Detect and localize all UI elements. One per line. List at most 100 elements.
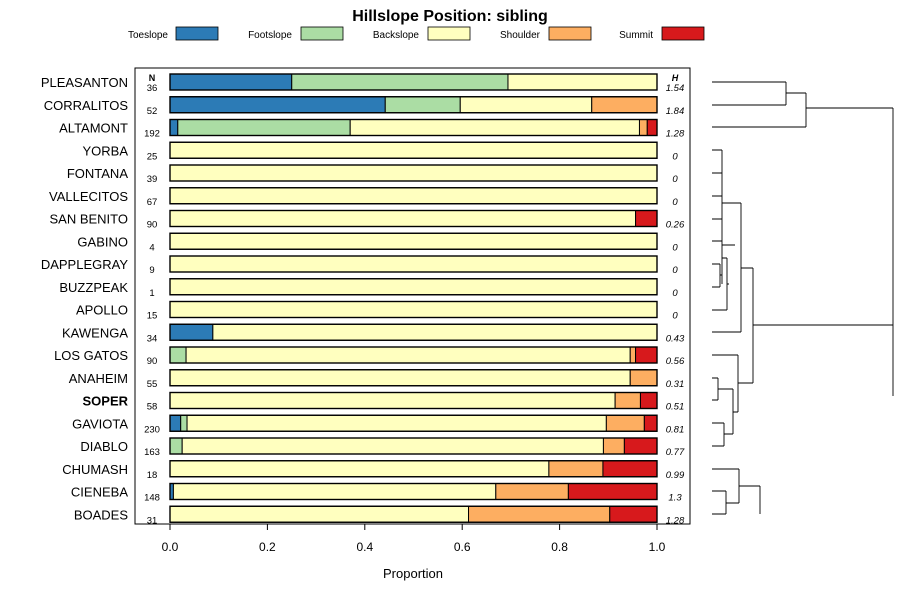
row-n-value: 31 [147, 515, 158, 526]
row-n-value: 148 [144, 493, 160, 504]
bar-row: LOS GATOS 90 0.56 [54, 346, 685, 367]
bar-segment-toeslope [169, 414, 182, 432]
x-tick-label: 0.0 [162, 540, 179, 554]
bar-segment-shoulder [548, 460, 604, 478]
row-n-value: 192 [144, 129, 160, 140]
bar-row: CIENEBA 148 1.3 [71, 482, 682, 504]
bar-outline [169, 346, 658, 364]
bar-row: VALLECITOS 67 0 [49, 187, 678, 208]
bar-segment-backslope [169, 505, 470, 523]
row-label: BUZZPEAK [59, 280, 128, 295]
bar-segment-toeslope [169, 73, 293, 91]
row-h-value: 1.54 [666, 83, 685, 94]
legend-label-backslope: Backslope [373, 30, 420, 41]
bar-row: CORRALITOS 52 1.84 [44, 96, 685, 117]
row-label: SOPER [82, 394, 128, 409]
row-n-value: 58 [147, 402, 158, 413]
bar-segment-footslope [384, 96, 461, 114]
row-label: FONTANA [67, 166, 128, 181]
bar-outline [169, 118, 658, 137]
bar-segment-shoulder [605, 414, 645, 432]
row-label: GAVIOTA [72, 416, 128, 431]
x-tick-label: 0.8 [551, 540, 568, 554]
row-h-value: 0 [672, 311, 678, 322]
dendrogram [712, 81, 894, 515]
bar-segment-shoulder [629, 369, 658, 387]
bar-row: APOLLO 15 0 [76, 300, 678, 322]
x-tick-label: 1.0 [649, 540, 666, 554]
bar-row: DAPPLEGRAY 9 0 [41, 255, 678, 276]
row-n-value: 25 [147, 151, 158, 162]
row-label: VALLECITOS [49, 189, 128, 204]
bar-segment-summit [602, 460, 658, 478]
bar-outline [169, 369, 658, 387]
x-tick-label: 0.6 [454, 540, 471, 554]
bar-segment-backslope [507, 73, 658, 91]
row-h-value: 0 [672, 265, 678, 276]
n-header: N [149, 73, 156, 83]
row-n-value: 163 [144, 447, 160, 458]
row-label: DIABLO [80, 439, 128, 454]
legend-label-shoulder: Shoulder [500, 30, 541, 41]
bar-row: BOADES 31 1.28 [74, 505, 685, 526]
legend-swatch-shoulder [548, 26, 592, 41]
bar-outline [169, 323, 658, 341]
row-h-value: 1.3 [668, 493, 682, 504]
plot-frame [134, 67, 691, 525]
bar-segment-backslope [169, 369, 631, 387]
bar-segment-summit [646, 119, 658, 136]
bar-segment-backslope [181, 437, 604, 455]
row-h-value: 1.84 [666, 106, 685, 117]
row-h-value: 0.81 [666, 424, 685, 435]
row-label: LOS GATOS [54, 348, 128, 363]
chart-title: Hillslope Position: sibling [352, 8, 548, 25]
row-label: ALTAMONT [59, 121, 128, 136]
bar-row: GABINO 4 0 [77, 232, 678, 253]
bar-segment-backslope [169, 232, 658, 250]
bar-segment-backslope [459, 96, 593, 114]
bar-segment-shoulder [591, 96, 658, 114]
bar-segment-shoulder [638, 119, 648, 136]
row-h-value: 0 [672, 174, 678, 185]
row-h-value: 0.26 [666, 220, 685, 231]
row-n-value: 4 [149, 242, 154, 253]
bar-segment-shoulder [614, 392, 641, 409]
bar-outline [169, 255, 658, 273]
legend-swatch-toeslope [175, 26, 219, 41]
bar-row: ALTAMONT 192 1.28 [59, 118, 685, 140]
bar-outline [169, 232, 658, 250]
bar-segment-summit [609, 505, 658, 523]
bar-outline [169, 505, 658, 523]
bar-outline [169, 482, 658, 501]
bar-segment-summit [623, 437, 658, 455]
bar-outline [169, 414, 658, 432]
bar-segment-toeslope [169, 323, 214, 341]
x-tick-label: 0.2 [259, 540, 276, 554]
row-h-value: 0.51 [666, 402, 685, 413]
row-n-value: 90 [147, 220, 158, 231]
bar-row: DIABLO 163 0.77 [80, 437, 685, 458]
bar-row: ANAHEIM 55 0.31 [69, 369, 684, 390]
bar-outline [169, 278, 658, 296]
bar-outline [169, 141, 658, 159]
row-n-value: 52 [147, 106, 158, 117]
bar-outline [169, 209, 658, 228]
bar-segment-backslope [349, 119, 640, 136]
bar-segment-summit [643, 414, 658, 432]
row-h-value: 1.28 [666, 129, 685, 140]
bar-segment-backslope [169, 141, 658, 159]
legend: Toeslope Footslope Backslope Shoulder Summit [128, 26, 705, 41]
bar-segment-summit [635, 346, 658, 364]
row-n-value: 67 [147, 197, 158, 208]
legend-label-summit: Summit [619, 30, 653, 41]
row-label: BOADES [74, 507, 129, 522]
bar-row: BUZZPEAK 1 0 [59, 278, 678, 299]
bar-segment-footslope [169, 437, 183, 455]
legend-swatch-backslope [427, 26, 471, 41]
row-h-value: 0.99 [666, 470, 685, 481]
bar-segment-summit [567, 483, 658, 500]
bar-segment-backslope [172, 483, 497, 500]
legend-swatch-summit [661, 26, 705, 41]
row-h-value: 0.77 [666, 447, 685, 458]
